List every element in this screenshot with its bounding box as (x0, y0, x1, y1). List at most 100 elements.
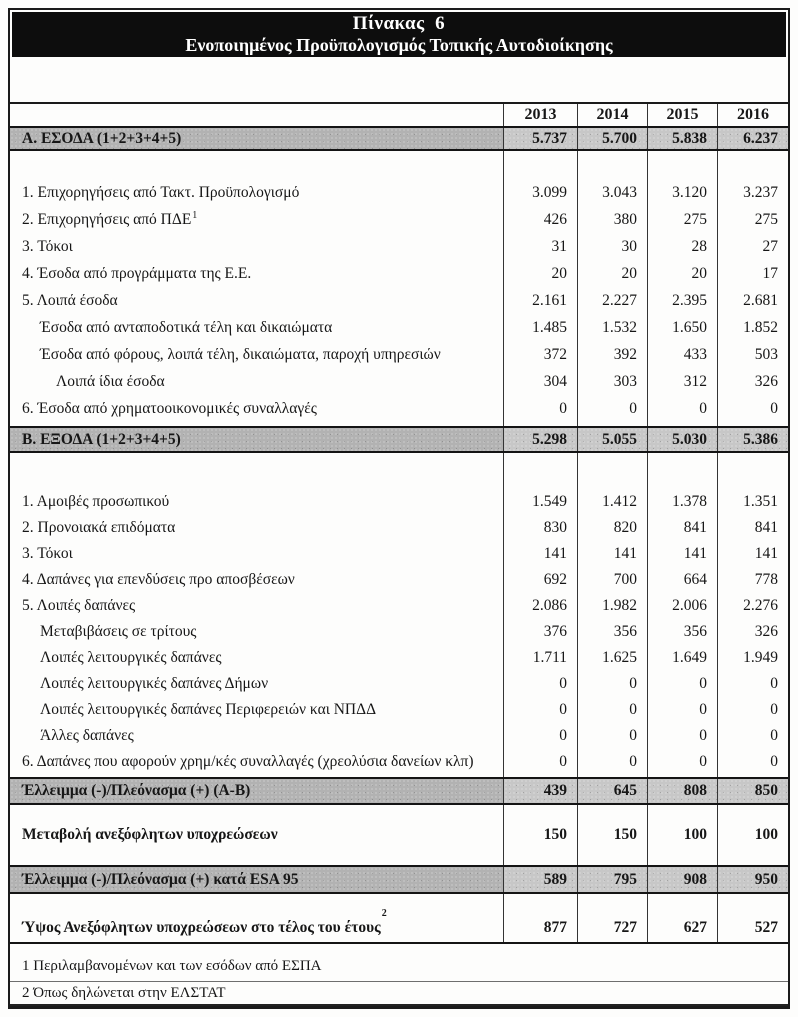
spacer-row (10, 422, 788, 426)
row-other-operating-municipalities: Λοιπές λειτουργικές δαπάνες Δήμων 0 0 0 … (10, 671, 788, 697)
spacer-cell (717, 805, 788, 817)
spacer-cell (647, 805, 717, 817)
row-financial-transactions-revenue: 6. Έσοδα από χρηματοοικονομικές συναλλαγ… (10, 395, 788, 422)
cell-2014: 3.043 (577, 179, 647, 206)
row-label-text: Ύψος Ανεξόφλητων υποχρεώσεων στο τέλος τ… (22, 919, 381, 936)
cell-2015: 0 (647, 697, 717, 723)
cell-2014: 1.982 (577, 593, 647, 619)
footnote-text: 1 Περιλαμβανομένων και των εσόδων από ΕΣ… (22, 958, 322, 974)
row-interest-expense: 3. Τόκοι 141 141 141 141 (10, 541, 788, 567)
spacer-cell (577, 422, 647, 426)
cell-2016: 326 (717, 368, 788, 395)
title-band: Πίνακας 6 Ενοποιημένος Προϋπολογισμός Το… (12, 12, 786, 57)
cell-2014: 1.625 (577, 645, 647, 671)
cell-2015: 5.030 (647, 428, 717, 451)
spacer-cell (717, 453, 788, 489)
row-grants-regular-budget: 1. Επιχορηγήσεις από Τακτ. Προϋπολογισμό… (10, 179, 788, 206)
row-label: Άλλες δαπάνες (40, 727, 134, 744)
cell-2013: 372 (503, 341, 577, 368)
spacer-cell (577, 151, 647, 179)
cell-2016: 778 (717, 567, 788, 593)
cell-2016: 1.949 (717, 645, 788, 671)
cell-2013: 3.099 (503, 179, 577, 206)
cell-2015: 908 (647, 867, 717, 892)
cell-2015: 808 (647, 779, 717, 803)
row-deficit-surplus-ab: Έλλειμμα (-)/Πλεόνασμα (+) (Α-Β) 439 645… (10, 777, 788, 805)
row-label: 5. Λοιπά έσοδα (22, 291, 118, 309)
spacer-cell (717, 894, 788, 904)
spacer-cell (503, 422, 577, 426)
cell-2016: 2.276 (717, 593, 788, 619)
cell-2016: 841 (717, 515, 788, 541)
cell-2013: 1.549 (503, 489, 577, 515)
cell-2016: 0 (717, 671, 788, 697)
cell-2014: 0 (577, 749, 647, 775)
cell-2016: 527 (717, 904, 788, 942)
spacer-cell (10, 894, 503, 904)
spacer-cell (717, 422, 788, 426)
title-spacer (10, 59, 788, 103)
cell-2016: 141 (717, 541, 788, 567)
spacer-cell (647, 853, 717, 865)
row-label: Ύψος Ανεξόφλητων υποχρεώσεων στο τέλος τ… (10, 904, 503, 942)
row-eu-programmes: 4. Έσοδα από προγράμματα της Ε.Ε. 20 20 … (10, 260, 788, 287)
row-label: 5. Λοιπές δαπάνες (22, 597, 136, 614)
row-revenue-total: Α. ΕΣΟΔΑ (1+2+3+4+5) 5.737 5.700 5.838 6… (10, 126, 788, 151)
row-label: 1. Αμοιβές προσωπικού (22, 493, 170, 510)
row-label-text: 2. Επιχορηγήσεις από ΠΔΕ (22, 210, 192, 228)
cell-2013: 0 (503, 749, 577, 775)
cell-2015: 356 (647, 619, 717, 645)
row-label: Έλλειμμα (-)/Πλεόνασμα (+) (Α-Β) (10, 779, 503, 803)
spacer-row (10, 453, 788, 489)
cell-2014: 392 (577, 341, 647, 368)
cell-2014: 820 (577, 515, 647, 541)
row-personnel: 1. Αμοιβές προσωπικού 1.549 1.412 1.378 … (10, 489, 788, 515)
spacer-cell (577, 853, 647, 865)
cell-2016: 275 (717, 206, 788, 233)
row-label: 2. Προνοιακά επιδόματα (22, 519, 176, 536)
row-expenditure-total: Β. ΕΞΟΔΑ (1+2+3+4+5) 5.298 5.055 5.030 5… (10, 426, 788, 453)
cell-2016: 1.351 (717, 489, 788, 515)
cell-2013: 150 (503, 817, 577, 853)
cell-2016: 3.237 (717, 179, 788, 206)
spacer-cell (503, 453, 577, 489)
row-label: Μεταβιβάσεις σε τρίτους (40, 623, 197, 640)
cell-2014: 303 (577, 368, 647, 395)
cell-2014: 0 (577, 723, 647, 749)
cell-2013: 426 (503, 206, 577, 233)
cell-2016: 326 (717, 619, 788, 645)
table-number: Πίνακας 6 (352, 12, 446, 34)
table-frame: Πίνακας 6 Ενοποιημένος Προϋπολογισμός Το… (8, 8, 790, 1009)
row-welfare-benefits: 2. Προνοιακά επιδόματα 830 820 841 841 (10, 515, 788, 541)
spacer-cell (10, 151, 503, 179)
cell-2014: 727 (577, 904, 647, 942)
row-deficit-surplus-esa95: Έλλειμμα (-)/Πλεόνασμα (+) κατά ESA 95 5… (10, 865, 788, 894)
row-unpaid-obligations-year-end: Ύψος Ανεξόφλητων υποχρεώσεων στο τέλος τ… (10, 904, 788, 944)
cell-2013: 5.737 (503, 128, 577, 149)
cell-2016: 6.237 (717, 128, 788, 149)
year-2013: 2013 (503, 104, 577, 126)
cell-2014: 0 (577, 671, 647, 697)
spacer-cell (10, 805, 503, 817)
row-grants-pde: 2. Επιχορηγήσεις από ΠΔΕ 1 426 380 275 27… (10, 206, 788, 233)
cell-2013: 141 (503, 541, 577, 567)
cell-2013: 830 (503, 515, 577, 541)
row-change-unpaid-obligations: Μεταβολή ανεξόφλητων υποχρεώσεων 150 150… (10, 817, 788, 853)
row-label: Έσοδα από φόρους, λοιπά τέλη, δικαιώματα… (40, 345, 441, 363)
cell-2013: 0 (503, 395, 577, 422)
cell-2016: 0 (717, 749, 788, 775)
cell-2013: 304 (503, 368, 577, 395)
spacer-cell (577, 894, 647, 904)
cell-2015: 275 (647, 206, 717, 233)
cell-2013: 2.086 (503, 593, 577, 619)
cell-2013: 2.161 (503, 287, 577, 314)
cell-2014: 380 (577, 206, 647, 233)
cell-2016: 5.386 (717, 428, 788, 451)
row-label: Έλλειμμα (-)/Πλεόνασμα (+) κατά ESA 95 (10, 867, 503, 892)
spacer-cell (577, 775, 647, 777)
footnote-2: 2 Όπως δηλώνεται στην ΕΛΣΤΑΤ (10, 982, 788, 1006)
cell-2013: 877 (503, 904, 577, 942)
row-investment-pre-depreciation: 4. Δαπάνες για επενδύσεις προ αποσβέσεων… (10, 567, 788, 593)
row-other-expenses: 5. Λοιπές δαπάνες 2.086 1.982 2.006 2.27… (10, 593, 788, 619)
footnote-text: 2 Όπως δηλώνεται στην ΕΛΣΤΑΤ (22, 984, 226, 1001)
